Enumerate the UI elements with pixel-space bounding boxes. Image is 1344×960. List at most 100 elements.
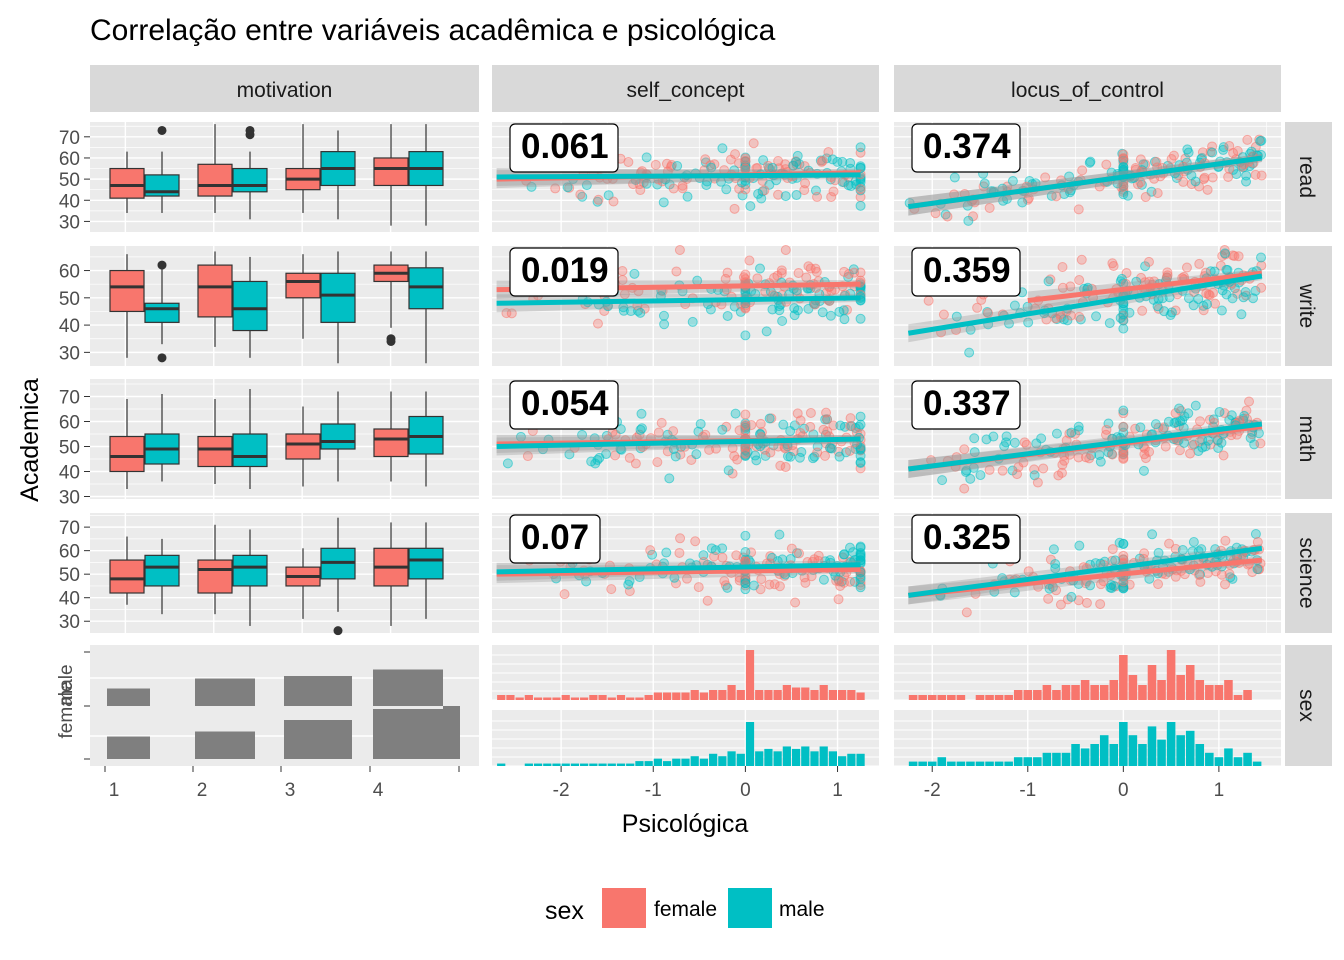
scatter-point-female [1160,441,1171,452]
scatter-point-female [1018,457,1029,468]
scatter-point-male [764,413,775,424]
box-female [197,559,233,594]
hist-bar-male [653,758,662,766]
hist-bar-female [626,697,635,700]
hist-bar-female [856,692,865,700]
scatter-point-male [1024,175,1035,186]
scatter-point-female [1194,181,1205,192]
hist-bar-male [533,763,543,766]
scatter-point-male [623,579,634,590]
hist-bar-female [699,692,709,700]
hist-bar-male [791,748,801,766]
scatter-point-female [1118,452,1129,463]
scatter-point-male [963,215,974,226]
hist-bar-male [497,763,506,766]
scatter-point-female [1057,282,1068,293]
hist-bar-male [662,761,672,766]
scatter-point-female [764,579,775,590]
scatter-point-male [641,152,652,163]
scatter-point-female [650,159,661,170]
scatter-point-male [629,268,640,279]
scatter-point-female [1162,267,1173,278]
regression-line-male [496,436,861,449]
hist-bar-male [1224,748,1233,766]
scatter-point-female [1118,421,1129,432]
scatter-point-male [706,543,717,554]
scatter-point-male [1001,431,1012,442]
scatter-point-male [1085,580,1096,591]
scatter-point-female [1242,134,1253,145]
scatter-point-female [1032,477,1043,488]
scatter-point-male [1118,538,1129,549]
scatter-point-female [674,547,685,558]
hist-bar-female [736,690,745,700]
scatter-point-female [844,445,855,456]
hist-bar-female [1090,685,1099,700]
scatter-point-male [1179,411,1190,422]
scatter-point-female [702,595,713,606]
column-strip-label-self_concept: self_concept [627,79,745,102]
hist-bar-male [1147,726,1157,766]
scatter-point-male [789,303,800,314]
y-tick-label-read: 70 [59,128,80,149]
scatter-point-male [740,547,751,558]
scatter-point-female [720,273,731,284]
hist-bar-female [1147,665,1157,700]
hist-bar-female [1185,665,1195,700]
scatter-point-male [796,447,807,458]
hist-bar-female [727,685,736,700]
scatter-point-male [855,548,866,559]
hist-bar-male [956,761,966,766]
box-female [109,269,145,313]
scatter-point-male [1214,406,1225,417]
scatter-point-male [1169,417,1180,428]
scatter-point-male [785,426,796,437]
box-female [373,157,409,187]
scatter-point-male [659,319,670,330]
hist-bar-female [937,695,947,700]
hist-bar-female [1205,685,1214,700]
y-tick-label-math: 70 [59,388,80,409]
scatter-point-female [1250,169,1261,180]
correlation-label-locus-write: 0.359 [923,251,1011,290]
hist-bar-female [994,695,1004,700]
scatter-point-male [594,452,605,463]
scatter-point-male [1050,558,1061,569]
scatter-point-female [731,550,742,561]
hist-bar-female [1071,685,1080,700]
scatter-point-male [834,451,845,462]
scatter-point-male [1051,428,1062,439]
scatter-point-female [755,418,766,429]
bar-female [284,676,352,706]
y-tick-label-write: 40 [59,316,80,337]
hist-bar-female [681,692,690,700]
scatter-point-female [773,156,784,167]
row-strip-sex [1285,645,1332,766]
hist-bar-male [927,761,937,766]
scatter-point-female [628,179,639,190]
scatter-point-female [828,420,839,431]
scatter-point-male [1017,197,1028,208]
scatter-point-male [1074,540,1085,551]
scatter-point-female [1256,282,1267,293]
box-female [373,428,409,458]
scatter-point-female [1081,597,1092,608]
scatter-point-female [645,545,656,556]
hist-bar-male [1090,744,1099,766]
scatter-point-male [664,473,675,484]
scatter-point-female [1207,172,1218,183]
hist-bar-male [994,761,1004,766]
scatter-point-male [1246,146,1257,157]
scatter-point-female [593,194,604,205]
hist-bar-male [1195,744,1205,766]
scatter-point-male [1166,307,1177,318]
scatter-point-male [855,411,866,422]
scatter-point-male [1073,425,1084,436]
hist-bar-female [1013,690,1023,700]
scatter-point-female [839,266,850,277]
scatter-point-female [677,183,688,194]
hist-bar-female [506,695,515,700]
y-tick-label-write: 50 [59,289,80,310]
box-male [320,272,356,323]
scatter-point-male [1236,309,1247,320]
